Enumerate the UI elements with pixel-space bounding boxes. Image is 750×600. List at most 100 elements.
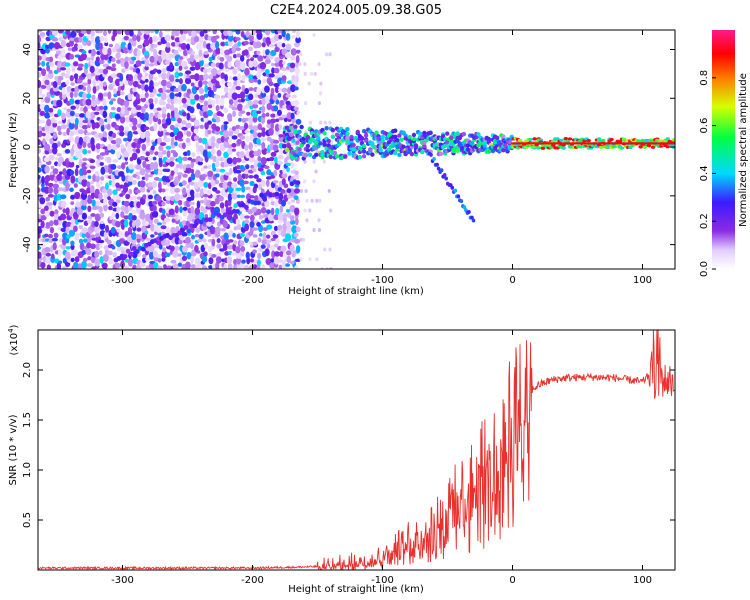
spectrogram-cell <box>186 88 192 94</box>
spectrogram-cell <box>73 261 79 269</box>
spectrogram-cell <box>303 208 307 213</box>
spectrogram-cell <box>202 220 208 227</box>
spectrogram-cell <box>82 148 88 155</box>
spectrogram-cell <box>112 30 118 37</box>
spectrogram-cell <box>174 111 180 120</box>
spectrogram-cell <box>206 221 213 227</box>
spectrogram-cell <box>116 229 121 233</box>
spectrogram-cell <box>103 231 108 239</box>
spectrogram-cell <box>270 113 276 118</box>
spectrogram-cell <box>210 62 216 68</box>
spectrogram-cell <box>277 259 284 263</box>
spectrogram-cell <box>165 42 171 48</box>
spectrogram-cell <box>206 67 213 73</box>
spectrogram-cell <box>363 133 369 138</box>
spectrogram-cell <box>182 210 187 217</box>
spectrogram-cell <box>363 138 369 143</box>
spectrogram-cell <box>87 215 93 220</box>
chart-title: C2E4.2024.005.09.38.G05 <box>270 3 442 18</box>
spectrogram-cell <box>272 139 280 144</box>
spectrogram-cell <box>94 225 100 234</box>
spectrogram-cell <box>361 149 367 154</box>
spectrogram-cell <box>370 141 375 146</box>
spectrogram-cell <box>164 34 171 42</box>
spectrogram-cell <box>111 212 116 218</box>
spectrogram-cell <box>192 223 198 229</box>
spectrogram-cell <box>56 153 62 157</box>
spectrogram-cell <box>181 142 186 150</box>
spectrogram-cell <box>52 122 58 128</box>
spectrogram-cell <box>315 257 319 262</box>
spectrogram-cell <box>219 57 225 62</box>
spectrogram-cell <box>124 230 129 238</box>
spectrogram-cell <box>83 220 89 227</box>
spectrogram-cell <box>215 47 221 55</box>
spectrogram-cell <box>294 170 299 175</box>
spectrogram-cell <box>248 87 254 92</box>
spectrogram-cell <box>234 59 241 68</box>
spectrogram-cell <box>223 123 228 131</box>
spectrogram-cell <box>49 226 55 234</box>
spectrogram-cell <box>77 63 84 68</box>
spectrogram-cell <box>198 80 203 88</box>
spectrogram-cell <box>95 143 101 150</box>
spectrogram-cell <box>422 130 427 136</box>
spectrogram-cell <box>69 98 75 105</box>
spectrogram-cell <box>194 61 201 71</box>
spectrogram-cell <box>319 81 323 86</box>
spectrogram-cell <box>82 82 89 87</box>
spectrogram-cell <box>89 65 95 74</box>
spectrogram-cell <box>43 186 50 194</box>
spectrogram-cell <box>294 207 300 216</box>
spectrogram-cell <box>207 151 212 159</box>
spectrogram-cell <box>291 225 298 234</box>
spectrogram-cell <box>280 188 286 194</box>
spectrogram-cell <box>270 49 277 57</box>
spectrogram-cell <box>173 88 180 93</box>
spectrogram-cell <box>99 212 105 218</box>
spectrogram-cell <box>80 204 87 211</box>
spectrogram-cell <box>324 126 329 131</box>
spectrogram-cell <box>155 195 162 202</box>
spectrogram-cell <box>397 152 402 158</box>
spectrogram-cell <box>501 134 506 139</box>
spectrogram-xtick-label: 100 <box>633 275 652 286</box>
spectrogram-cell <box>174 193 181 202</box>
spectrogram-cell <box>236 80 241 86</box>
spectrogram-cell <box>46 83 51 91</box>
spectrogram-cell <box>235 30 241 35</box>
spectrogram-cell <box>286 255 291 264</box>
spectrogram-cell <box>265 176 273 180</box>
spectrogram-cell <box>237 173 243 181</box>
spectrogram-cell <box>170 109 175 118</box>
spectrogram-cell <box>272 234 279 239</box>
spectrogram-cell <box>136 175 141 180</box>
spectrogram-cell <box>108 205 113 211</box>
colorbar-tick-label: 0.8 <box>699 70 710 86</box>
spectrogram-cell <box>125 193 131 200</box>
spectrogram-cell <box>65 226 70 234</box>
spectrogram-cell <box>54 209 59 215</box>
spectrogram-cell <box>119 131 125 137</box>
spectrogram-cell <box>233 240 238 245</box>
spectrogram-cell <box>144 30 151 36</box>
spectrogram-cell <box>139 186 146 193</box>
spectrogram-cell <box>177 138 184 142</box>
spectrogram-cell <box>160 100 167 106</box>
spectrogram-cell <box>144 172 149 181</box>
spectrogram-cell <box>94 213 101 222</box>
spectrogram-cell <box>279 170 284 174</box>
spectrogram-cell <box>129 200 135 208</box>
spectrogram-cell <box>68 130 75 137</box>
spectrogram-cell <box>152 156 157 161</box>
spectrogram-cell <box>115 137 122 145</box>
spectrogram-cell <box>190 97 196 105</box>
spectrogram-cell <box>295 49 301 54</box>
spectrogram-cell <box>239 165 245 170</box>
spectrogram-cell <box>278 59 284 68</box>
spectrogram-cell <box>135 60 142 67</box>
spectrogram-cell <box>289 132 294 137</box>
spectrogram-cell <box>223 121 229 125</box>
spectrogram-cell <box>148 98 154 104</box>
spectrogram-cell <box>57 30 64 34</box>
